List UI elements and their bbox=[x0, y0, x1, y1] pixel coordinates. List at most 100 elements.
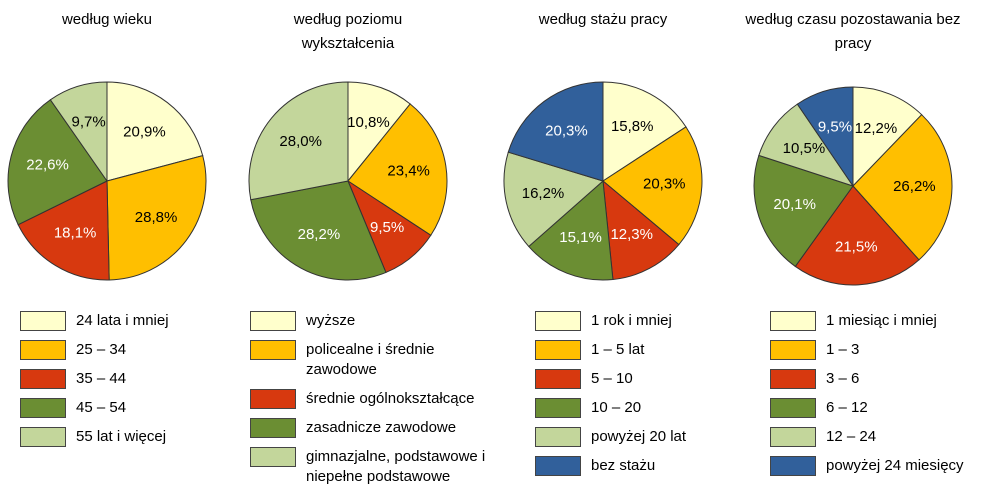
pie-slice bbox=[602, 179, 680, 281]
legend: 1 rok i mniej 1 – 5 lat 5 – 10 10 – 20 powyż… bbox=[535, 311, 781, 476]
legend-label: wyższe bbox=[306, 312, 356, 329]
pie-slice bbox=[347, 103, 448, 236]
legend-item: gimnazjalne, podstawowe i niepełne podst… bbox=[250, 447, 496, 487]
slice-label: 23,4% bbox=[387, 162, 430, 179]
slice-label: 10,5% bbox=[783, 140, 826, 157]
legend-item: 3 – 6 bbox=[770, 369, 997, 389]
legend-item: 25 – 34 bbox=[20, 340, 266, 360]
legend-swatch bbox=[770, 456, 816, 476]
legend-label: 35 – 44 bbox=[76, 370, 127, 387]
pie-slice bbox=[602, 81, 687, 182]
pie-slice bbox=[794, 185, 920, 286]
legend-label: 3 – 6 bbox=[826, 370, 860, 387]
chart-title: według stażu pracy bbox=[538, 11, 668, 28]
legend-label: gimnazjalne, podstawowe i niepełne podst… bbox=[306, 448, 486, 485]
legend-swatch bbox=[770, 427, 816, 447]
chart-title: według wieku bbox=[61, 11, 153, 28]
slice-label: 18,1% bbox=[54, 224, 97, 241]
slice-label: 21,5% bbox=[835, 238, 878, 255]
pie-slice bbox=[852, 113, 953, 261]
chart-title: według czasu pozostawania bez pracy bbox=[745, 11, 961, 52]
legend-label: zasadnicze zawodowe bbox=[306, 419, 457, 436]
legend-swatch bbox=[20, 369, 66, 389]
legend-label: 5 – 10 bbox=[591, 370, 633, 387]
pie-slice bbox=[7, 99, 108, 226]
pie-slice bbox=[507, 81, 604, 182]
legend-item: policealne i średnie zawodowe bbox=[250, 340, 496, 380]
pie-slice bbox=[106, 81, 204, 182]
legend-label: bez stażu bbox=[591, 457, 656, 474]
legend-swatch bbox=[20, 340, 66, 360]
pie-slice bbox=[503, 151, 605, 248]
legend-item: 10 – 20 bbox=[535, 398, 781, 418]
legend-swatch bbox=[535, 398, 581, 418]
chart-title: według poziomu wykształcenia bbox=[293, 11, 403, 52]
legend-item: powyżej 20 lat bbox=[535, 427, 781, 447]
legend-swatch bbox=[770, 340, 816, 360]
pie-slice bbox=[796, 86, 854, 188]
slice-label: 22,6% bbox=[26, 157, 69, 174]
slice-label: 9,5% bbox=[818, 118, 852, 135]
legend-swatch bbox=[770, 398, 816, 418]
legend-label: 1 – 3 bbox=[826, 341, 860, 358]
legend-item: 55 lat i więcej bbox=[20, 427, 266, 447]
pie-slice bbox=[347, 81, 411, 183]
legend-label: 12 – 24 bbox=[826, 428, 877, 445]
slice-label: 28,8% bbox=[135, 209, 178, 226]
pie-slice bbox=[753, 154, 854, 268]
slice-label: 26,2% bbox=[893, 178, 936, 195]
slice-label: 12,2% bbox=[855, 120, 898, 137]
legend-label: 1 rok i mniej bbox=[591, 312, 672, 329]
pie-slice bbox=[49, 81, 108, 183]
legend-item: 12 – 24 bbox=[770, 427, 997, 447]
legend-item: 6 – 12 bbox=[770, 398, 997, 418]
legend-swatch bbox=[250, 418, 296, 438]
legend-label: 25 – 34 bbox=[76, 341, 127, 358]
legend-swatch bbox=[535, 456, 581, 476]
pie-slice bbox=[17, 180, 110, 281]
legend-item: bez stażu bbox=[535, 456, 781, 476]
legend-item: 35 – 44 bbox=[20, 369, 266, 389]
slice-label: 20,3% bbox=[643, 176, 686, 193]
slice-label: 28,2% bbox=[298, 226, 341, 243]
pie-slice bbox=[248, 81, 349, 201]
slice-label: 12,3% bbox=[610, 226, 653, 243]
legend-swatch bbox=[770, 369, 816, 389]
legend-swatch bbox=[20, 311, 66, 331]
legend-item: 1 – 3 bbox=[770, 340, 997, 360]
pie-slice bbox=[528, 179, 614, 281]
legend-swatch bbox=[250, 340, 296, 360]
legend-swatch bbox=[535, 369, 581, 389]
slice-label: 10,8% bbox=[347, 114, 390, 131]
legend-label: 10 – 20 bbox=[591, 399, 642, 416]
pie-slice bbox=[852, 86, 923, 188]
legend-label: powyżej 20 lat bbox=[591, 428, 687, 445]
legend-swatch bbox=[250, 311, 296, 331]
legend-label: powyżej 24 miesięcy bbox=[826, 457, 964, 474]
legend-item: 1 – 5 lat bbox=[535, 340, 781, 360]
legend-item: wyższe bbox=[250, 311, 496, 331]
legend-swatch bbox=[535, 427, 581, 447]
legend-swatch bbox=[250, 389, 296, 409]
legend: 1 miesiąc i mniej 1 – 3 3 – 6 6 – 12 12 – 24… bbox=[770, 311, 997, 476]
slice-label: 9,5% bbox=[370, 219, 404, 236]
slice-label: 20,9% bbox=[123, 123, 166, 140]
legend-item: 1 rok i mniej bbox=[535, 311, 781, 331]
slice-label: 20,1% bbox=[773, 196, 816, 213]
slice-label: 20,3% bbox=[545, 123, 588, 140]
pie-slice bbox=[250, 180, 387, 281]
legend-swatch bbox=[20, 398, 66, 418]
legend-swatch bbox=[535, 311, 581, 331]
slice-label: 9,7% bbox=[71, 113, 105, 130]
legend-item: średnie ogólnokształcące bbox=[250, 389, 496, 409]
legend-label: 6 – 12 bbox=[826, 399, 868, 416]
slice-label: 15,8% bbox=[611, 118, 654, 135]
legend-label: 45 – 54 bbox=[76, 399, 127, 416]
legend-item: 24 lata i mniej bbox=[20, 311, 266, 331]
legend-label: 24 lata i mniej bbox=[76, 312, 169, 329]
legend-swatch bbox=[250, 447, 296, 467]
slice-label: 16,2% bbox=[522, 185, 565, 202]
legend-item: zasadnicze zawodowe bbox=[250, 418, 496, 438]
